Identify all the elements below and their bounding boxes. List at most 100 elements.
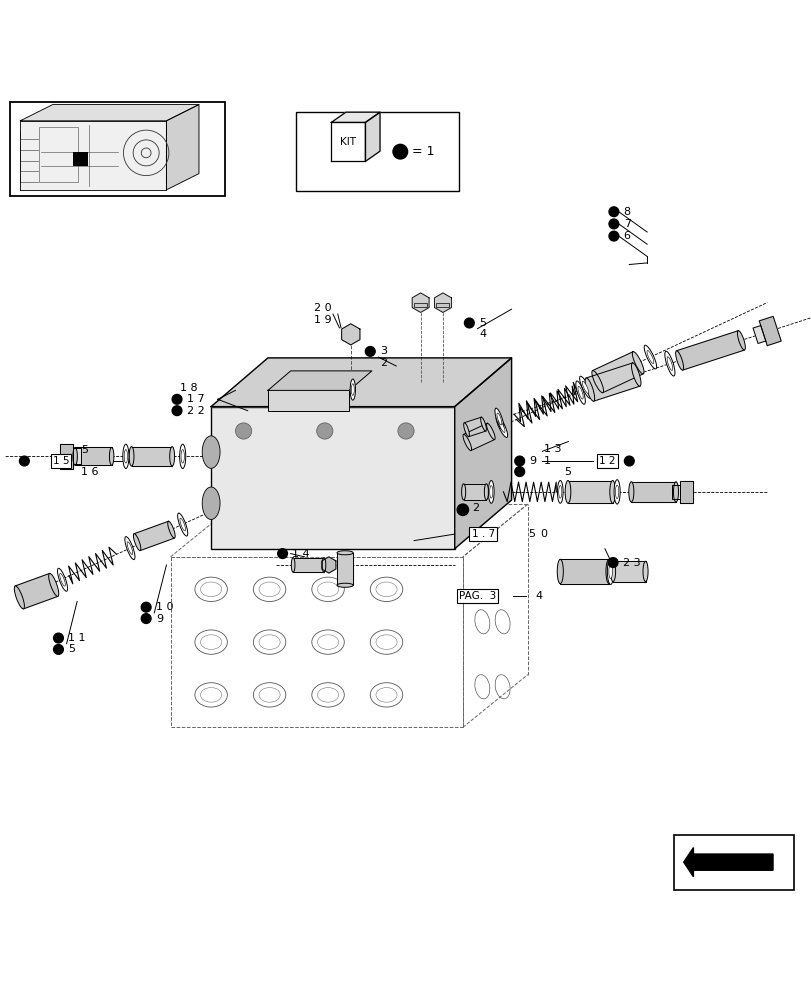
Ellipse shape	[610, 561, 615, 582]
Circle shape	[464, 318, 474, 328]
Polygon shape	[341, 324, 359, 345]
Text: 7: 7	[623, 219, 630, 229]
Ellipse shape	[129, 447, 134, 466]
Polygon shape	[463, 423, 494, 451]
Ellipse shape	[337, 583, 353, 587]
Ellipse shape	[736, 331, 744, 350]
Text: 1 8: 1 8	[180, 383, 198, 393]
Ellipse shape	[667, 357, 672, 370]
Bar	[39, 127, 78, 182]
Ellipse shape	[581, 381, 588, 393]
Polygon shape	[15, 573, 58, 609]
Text: PAG.  3: PAG. 3	[458, 591, 496, 601]
Bar	[296, 112, 458, 191]
Text: 5: 5	[478, 318, 486, 328]
Ellipse shape	[496, 415, 507, 437]
Text: 1 9: 1 9	[314, 315, 332, 325]
Ellipse shape	[486, 423, 495, 440]
Ellipse shape	[480, 417, 486, 431]
Ellipse shape	[178, 513, 187, 536]
Ellipse shape	[350, 379, 355, 400]
Circle shape	[172, 394, 182, 404]
Text: 1 . 7: 1 . 7	[471, 529, 494, 539]
Circle shape	[172, 406, 182, 416]
Polygon shape	[60, 444, 73, 469]
Bar	[414, 303, 427, 307]
Text: 3: 3	[380, 346, 387, 356]
Ellipse shape	[461, 484, 466, 500]
Ellipse shape	[180, 518, 185, 531]
Polygon shape	[560, 559, 608, 584]
Ellipse shape	[579, 376, 590, 398]
Ellipse shape	[124, 450, 127, 463]
Ellipse shape	[615, 485, 618, 499]
Circle shape	[365, 347, 375, 356]
Ellipse shape	[628, 482, 633, 502]
Ellipse shape	[672, 482, 678, 502]
Text: 1 0: 1 0	[156, 602, 174, 612]
Text: 1 4: 1 4	[292, 549, 310, 559]
Bar	[10, 102, 225, 196]
Ellipse shape	[202, 487, 220, 519]
Circle shape	[457, 504, 468, 515]
Ellipse shape	[591, 371, 603, 393]
Polygon shape	[131, 447, 172, 466]
Ellipse shape	[608, 564, 611, 579]
Ellipse shape	[609, 481, 615, 503]
Ellipse shape	[122, 444, 129, 469]
Circle shape	[624, 456, 633, 466]
Bar	[673, 835, 793, 890]
Polygon shape	[683, 848, 772, 877]
Ellipse shape	[495, 408, 503, 430]
Polygon shape	[331, 122, 365, 161]
Ellipse shape	[179, 444, 186, 469]
Ellipse shape	[488, 481, 493, 503]
Text: KIT: KIT	[340, 137, 356, 147]
Text: 9: 9	[529, 456, 536, 466]
Circle shape	[608, 219, 618, 229]
Polygon shape	[412, 293, 428, 312]
Bar	[436, 303, 449, 307]
Text: 1: 1	[543, 456, 551, 466]
Bar	[211, 407, 454, 549]
Ellipse shape	[556, 559, 563, 584]
Polygon shape	[211, 358, 511, 407]
Polygon shape	[612, 561, 645, 582]
Ellipse shape	[646, 351, 653, 364]
Circle shape	[514, 467, 524, 476]
Circle shape	[235, 423, 251, 439]
Text: 2 3: 2 3	[622, 558, 640, 568]
Ellipse shape	[168, 521, 175, 538]
Ellipse shape	[577, 386, 582, 399]
Ellipse shape	[169, 447, 174, 466]
Ellipse shape	[664, 351, 674, 376]
Ellipse shape	[613, 480, 620, 504]
Circle shape	[277, 549, 287, 558]
Ellipse shape	[463, 423, 469, 437]
Text: 4: 4	[478, 329, 486, 339]
Polygon shape	[166, 105, 199, 190]
Ellipse shape	[631, 363, 640, 386]
Polygon shape	[134, 521, 174, 551]
Bar	[268, 390, 349, 411]
Circle shape	[514, 456, 524, 466]
Ellipse shape	[632, 352, 643, 374]
Text: 0: 0	[539, 529, 547, 539]
Ellipse shape	[15, 586, 24, 609]
Polygon shape	[73, 448, 81, 464]
Ellipse shape	[291, 558, 294, 572]
Text: 5: 5	[564, 467, 571, 477]
Circle shape	[316, 423, 333, 439]
Polygon shape	[463, 484, 486, 500]
Ellipse shape	[585, 378, 594, 401]
Circle shape	[19, 456, 29, 466]
Ellipse shape	[181, 450, 184, 463]
Polygon shape	[454, 358, 511, 549]
Text: 4: 4	[535, 591, 543, 601]
Ellipse shape	[322, 558, 325, 572]
Ellipse shape	[127, 542, 132, 554]
Text: 9: 9	[156, 614, 163, 624]
Bar	[73, 152, 88, 166]
Text: 2: 2	[380, 358, 387, 368]
Ellipse shape	[564, 481, 570, 503]
